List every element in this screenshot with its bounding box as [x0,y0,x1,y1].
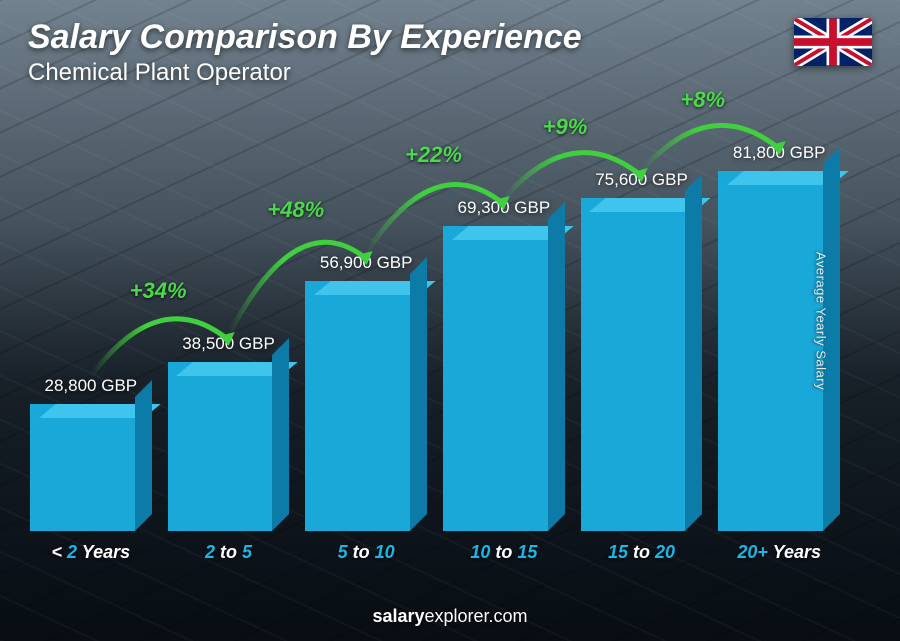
uk-flag-icon [794,18,872,66]
bar-column: 75,600 GBP15 to 20 [581,170,703,531]
brand-rest: explorer.com [425,606,528,626]
bar-side [548,202,565,531]
increase-percent-label: +34% [130,278,187,304]
bar-container: 28,800 GBP< 2 Years38,500 GBP2 to 556,90… [30,130,840,531]
bar [168,362,290,531]
bar-value-label: 75,600 GBP [595,170,688,190]
bar-front [168,362,273,531]
y-axis-label: Average Yearly Salary [813,251,828,389]
bar-value-label: 38,500 GBP [182,334,275,354]
increase-percent-label: +22% [405,142,462,168]
bar-column: 38,500 GBP2 to 5 [168,334,290,531]
bar [443,226,565,531]
bar-column: 28,800 GBP< 2 Years [30,376,152,531]
bar-column: 56,900 GBP5 to 10 [305,253,427,531]
bar-value-label: 81,800 GBP [733,143,826,163]
bar-category-label: 10 to 15 [443,542,565,563]
footer-brand: salaryexplorer.com [0,606,900,627]
bar-column: 69,300 GBP10 to 15 [443,198,565,531]
bar-front [30,404,135,531]
bar-category-label: 20+ Years [718,542,840,563]
bar-value-label: 56,900 GBP [320,253,413,273]
bar-side [135,380,152,531]
page-subtitle: Chemical Plant Operator [28,59,582,87]
bar [30,404,152,531]
bar-category-label: 5 to 10 [305,542,427,563]
header: Salary Comparison By Experience Chemical… [28,18,872,87]
chart-area: 28,800 GBP< 2 Years38,500 GBP2 to 556,90… [30,130,840,561]
bar-category-label: < 2 Years [30,542,152,563]
bar-front [443,226,548,531]
bar-side [685,174,702,531]
bar-side [410,257,427,531]
bar-front [581,198,686,531]
bar-category-label: 15 to 20 [581,542,703,563]
brand-bold: salary [372,606,424,626]
bar-category-label: 2 to 5 [168,542,290,563]
bar [581,198,703,531]
bar-side [272,338,289,531]
bar [305,281,427,531]
increase-percent-label: +48% [267,197,324,223]
bar-value-label: 69,300 GBP [458,198,551,218]
title-block: Salary Comparison By Experience Chemical… [28,18,582,87]
bar-value-label: 28,800 GBP [45,376,138,396]
bar-front [305,281,410,531]
bar-front [718,171,823,531]
page-title: Salary Comparison By Experience [28,18,582,57]
